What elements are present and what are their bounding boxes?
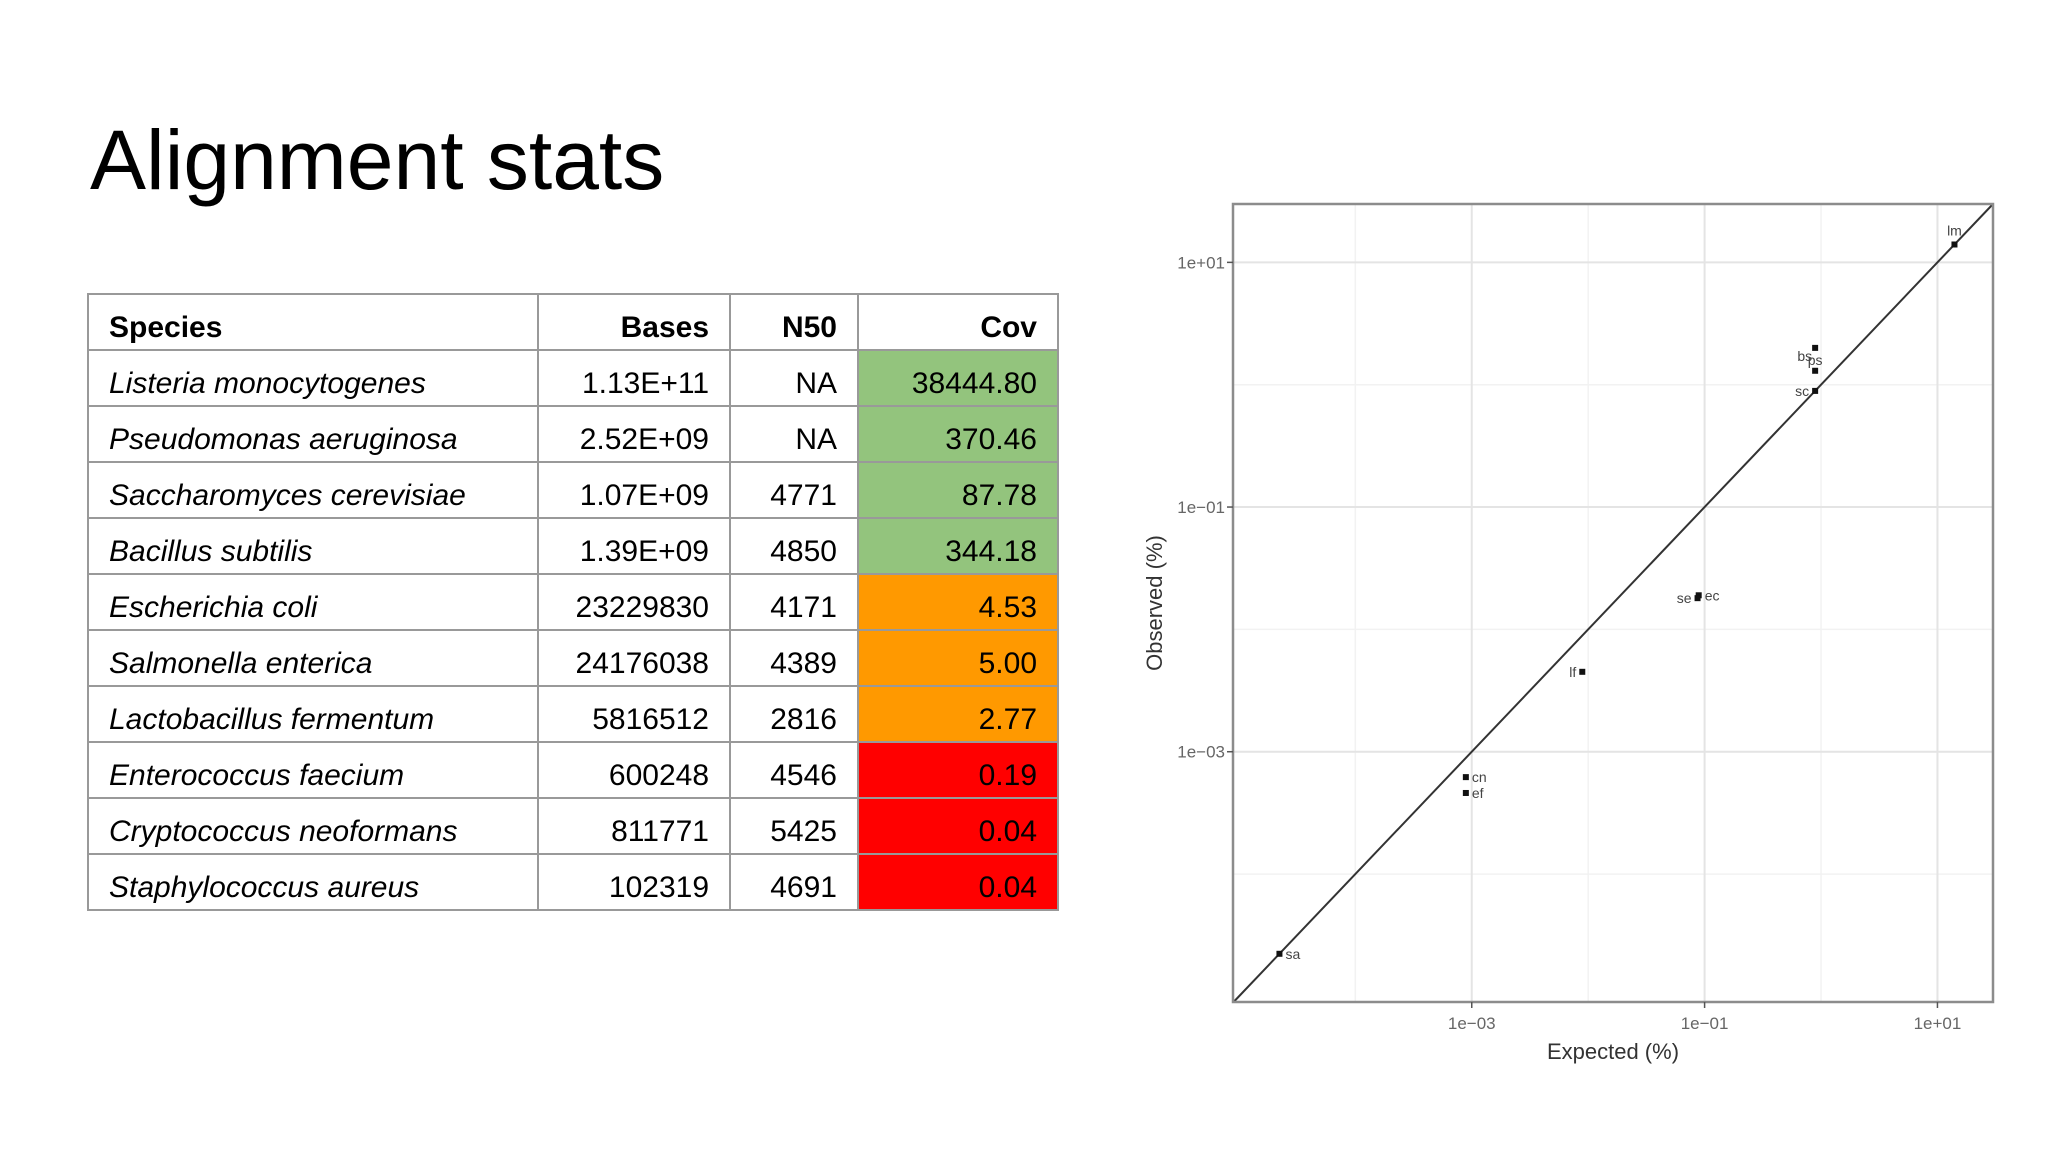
- point-label-lm: lm: [1947, 222, 1962, 238]
- n50-cell: 4691: [729, 853, 859, 911]
- data-point-cn: [1462, 774, 1469, 781]
- x-axis-label: Expected (%): [1547, 1039, 1679, 1064]
- cov-cell: 87.78: [857, 461, 1059, 519]
- bases-cell: 5816512: [537, 685, 731, 743]
- data-point-ps: [1812, 344, 1819, 351]
- table-row: Salmonella enterica 24176038 4389 5.00: [87, 629, 1059, 687]
- point-label-bs: bs: [1797, 348, 1812, 364]
- point-label-ec: ec: [1705, 587, 1720, 603]
- column-header-cov: Cov: [857, 293, 1059, 351]
- table-row: Bacillus subtilis 1.39E+09 4850 344.18: [87, 517, 1059, 575]
- data-point-se: [1694, 595, 1701, 602]
- table-row: Lactobacillus fermentum 5816512 2816 2.7…: [87, 685, 1059, 743]
- point-label-sa: sa: [1285, 946, 1300, 962]
- species-cell: Cryptococcus neoformans: [87, 797, 539, 855]
- bases-cell: 1.39E+09: [537, 517, 731, 575]
- cov-cell: 0.04: [857, 797, 1059, 855]
- data-point-lm: [1951, 241, 1958, 248]
- data-point-sc: [1812, 387, 1819, 394]
- table-header-row: Species Bases N50 Cov: [87, 293, 1059, 351]
- y-axis-label: Observed (%): [1142, 535, 1167, 671]
- n50-cell: 5425: [729, 797, 859, 855]
- species-cell: Pseudomonas aeruginosa: [87, 405, 539, 463]
- x-tick-label: 1e−03: [1448, 1014, 1496, 1033]
- data-point-sa: [1276, 950, 1283, 957]
- page-title: Alignment stats: [90, 113, 665, 207]
- cov-cell: 0.04: [857, 853, 1059, 911]
- x-tick-label: 1e−01: [1681, 1014, 1729, 1033]
- data-point-lf: [1579, 668, 1586, 675]
- expected-vs-observed-scatter-chart: 1e−03 1e−01 1e+01 1e−03 1e−01 1e+01 Expected (…: [1142, 202, 1995, 1064]
- species-cell: Listeria monocytogenes: [87, 349, 539, 407]
- column-header-bases: Bases: [537, 293, 731, 351]
- y-tick-label: 1e−03: [1177, 743, 1225, 762]
- cov-cell: 344.18: [857, 517, 1059, 575]
- cov-cell: 38444.80: [857, 349, 1059, 407]
- n50-cell: 2816: [729, 685, 859, 743]
- table-row: Staphylococcus aureus 102319 4691 0.04: [87, 853, 1059, 911]
- x-tick-label: 1e+01: [1914, 1014, 1962, 1033]
- y-tick-label: 1e+01: [1177, 253, 1225, 272]
- cov-cell: 370.46: [857, 405, 1059, 463]
- n50-cell: NA: [729, 349, 859, 407]
- table-row: Pseudomonas aeruginosa 2.52E+09 NA 370.4…: [87, 405, 1059, 463]
- species-cell: Bacillus subtilis: [87, 517, 539, 575]
- table-row: Cryptococcus neoformans 811771 5425 0.04: [87, 797, 1059, 855]
- species-cell: Enterococcus faecium: [87, 741, 539, 799]
- point-label-se: se: [1677, 590, 1692, 606]
- column-header-n50: N50: [729, 293, 859, 351]
- bases-cell: 811771: [537, 797, 731, 855]
- n50-cell: 4389: [729, 629, 859, 687]
- species-cell: Salmonella enterica: [87, 629, 539, 687]
- cov-cell: 2.77: [857, 685, 1059, 743]
- n50-cell: 4850: [729, 517, 859, 575]
- table-row: Saccharomyces cerevisiae 1.07E+09 4771 8…: [87, 461, 1059, 519]
- alignment-stats-table: Species Bases N50 Cov Listeria monocytog…: [87, 293, 1059, 911]
- species-cell: Staphylococcus aureus: [87, 853, 539, 911]
- cov-cell: 0.19: [857, 741, 1059, 799]
- n50-cell: 4771: [729, 461, 859, 519]
- bases-cell: 102319: [537, 853, 731, 911]
- table-row: Listeria monocytogenes 1.13E+11 NA 38444…: [87, 349, 1059, 407]
- n50-cell: 4171: [729, 573, 859, 631]
- data-point-bs: [1812, 367, 1819, 374]
- cov-cell: 4.53: [857, 573, 1059, 631]
- cov-cell: 5.00: [857, 629, 1059, 687]
- bases-cell: 23229830: [537, 573, 731, 631]
- species-cell: Lactobacillus fermentum: [87, 685, 539, 743]
- plot-border: [1231, 202, 1995, 1004]
- species-cell: Saccharomyces cerevisiae: [87, 461, 539, 519]
- data-point-ef: [1462, 789, 1469, 796]
- bases-cell: 2.52E+09: [537, 405, 731, 463]
- bases-cell: 600248: [537, 741, 731, 799]
- point-label-lf: lf: [1569, 664, 1576, 680]
- bases-cell: 24176038: [537, 629, 731, 687]
- point-label-ef: ef: [1472, 785, 1484, 801]
- bases-cell: 1.13E+11: [537, 349, 731, 407]
- table-row: Enterococcus faecium 600248 4546 0.19: [87, 741, 1059, 799]
- species-cell: Escherichia coli: [87, 573, 539, 631]
- table-row: Escherichia coli 23229830 4171 4.53: [87, 573, 1059, 631]
- point-label-sc: sc: [1795, 383, 1809, 399]
- n50-cell: 4546: [729, 741, 859, 799]
- n50-cell: NA: [729, 405, 859, 463]
- column-header-species: Species: [87, 293, 539, 351]
- point-label-ps: ps: [1808, 352, 1823, 368]
- point-label-cn: cn: [1472, 769, 1487, 785]
- reference-line: [1232, 203, 1994, 1003]
- y-tick-label: 1e−01: [1177, 498, 1225, 517]
- bases-cell: 1.07E+09: [537, 461, 731, 519]
